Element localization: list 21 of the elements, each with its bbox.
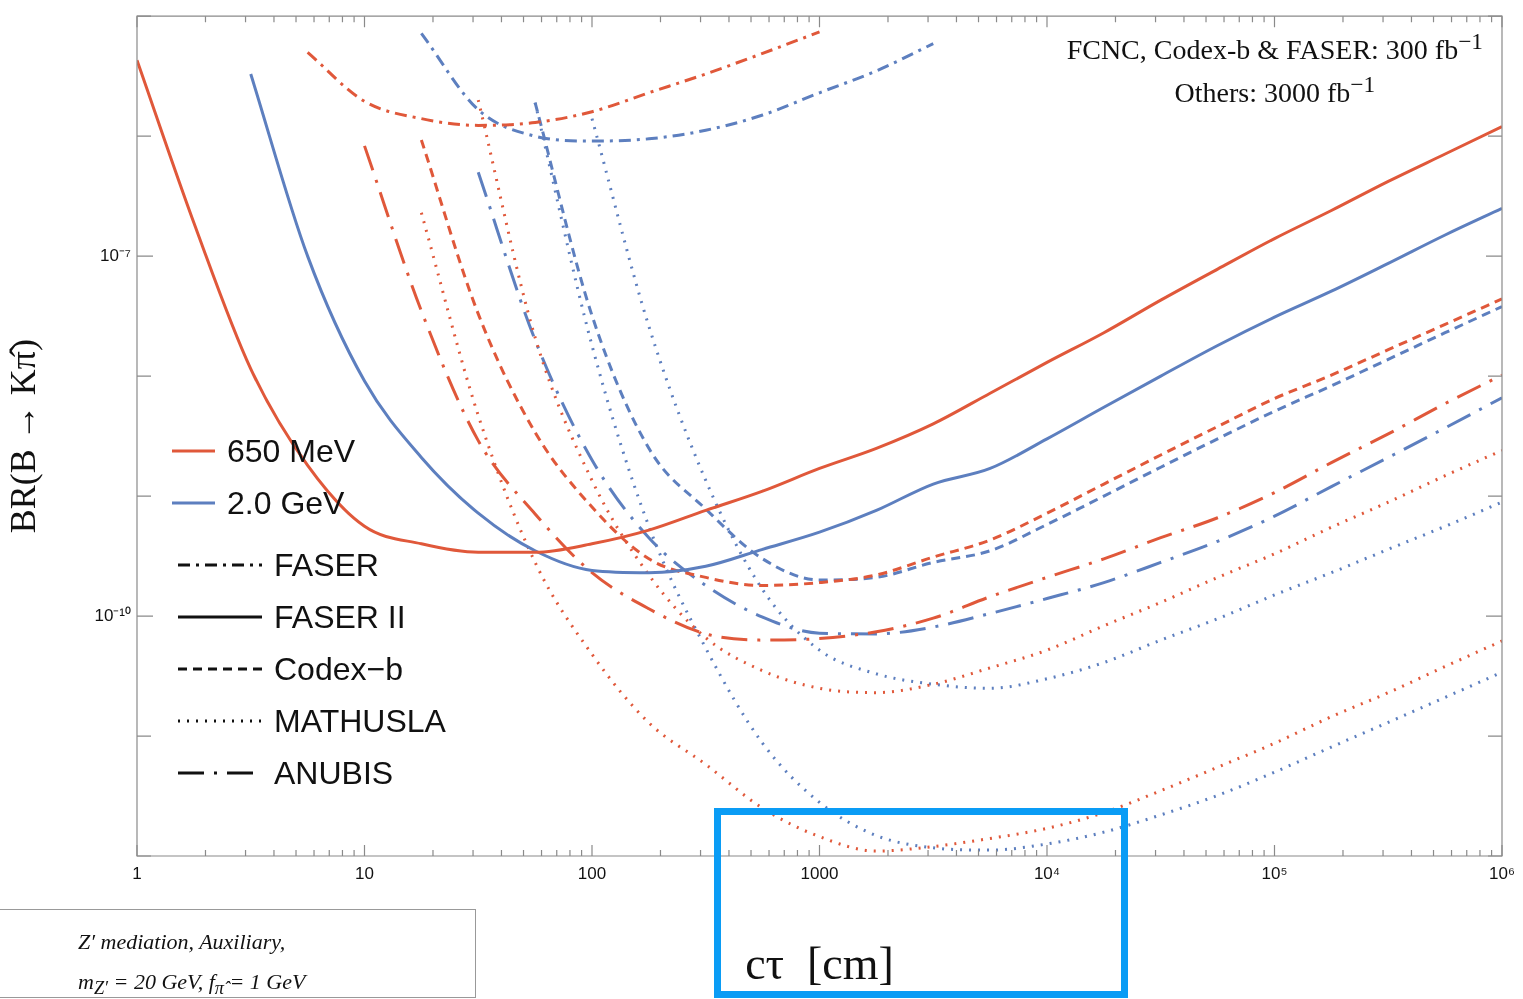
x-axis-title: cτ [cm] xyxy=(745,938,894,990)
annotation: Codex−b xyxy=(274,650,403,688)
annotation: FASER II xyxy=(274,598,406,636)
annotation: MATHUSLA xyxy=(274,702,446,740)
y-axis-title: BR(B → Kπ̂) xyxy=(3,339,44,534)
annotation: FASER xyxy=(274,546,379,584)
x-tick-label: 100 xyxy=(577,863,607,883)
x-tick-label: 10 xyxy=(355,863,374,883)
y-tick-label: 10⁻¹⁰ xyxy=(94,605,131,625)
x-tick-label: 10⁵ xyxy=(1261,863,1288,883)
annotation: FCNC, Codex-b & FASER: 300 fb$^{−1}$ xyxy=(1066,27,1483,68)
x-tick-label: 1 xyxy=(132,863,142,883)
x-tick-label: 10⁶ xyxy=(1489,863,1515,883)
text: m$_{Z′}$ = 20 GeV, f$_{π̂}$ = 1 GeV xyxy=(78,968,309,999)
x-tick-label: 10⁴ xyxy=(1033,863,1061,883)
x-tick-label: 1000 xyxy=(800,863,839,883)
annotation: ANUBIS xyxy=(274,754,394,792)
annotation: Others: 3000 fb$^{−1}$ xyxy=(1173,70,1377,111)
annotation: 2.0 GeV xyxy=(227,484,345,522)
y-tick-label: 10⁻⁷ xyxy=(99,245,131,265)
text: Z′ mediation, Auxiliary, xyxy=(78,928,287,956)
